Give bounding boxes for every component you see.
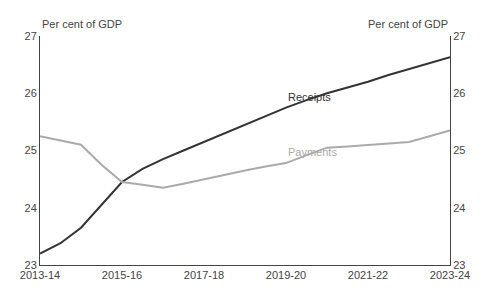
svg-text:2013-14: 2013-14 <box>20 269 60 281</box>
svg-text:23: 23 <box>453 259 465 271</box>
svg-text:24: 24 <box>25 202 37 214</box>
svg-text:2021-22: 2021-22 <box>348 269 388 281</box>
svg-text:2015-16: 2015-16 <box>102 269 142 281</box>
svg-text:25: 25 <box>25 144 37 156</box>
svg-text:25: 25 <box>453 144 465 156</box>
svg-text:27: 27 <box>453 30 465 42</box>
svg-text:Receipts: Receipts <box>288 91 331 103</box>
svg-text:Payments: Payments <box>288 146 337 158</box>
svg-text:26: 26 <box>453 87 465 99</box>
svg-text:2019-20: 2019-20 <box>266 269 306 281</box>
svg-text:24: 24 <box>453 202 465 214</box>
svg-text:26: 26 <box>25 87 37 99</box>
svg-text:Per cent of GDP: Per cent of GDP <box>42 18 122 30</box>
svg-text:2023-24: 2023-24 <box>430 269 470 281</box>
svg-text:2017-18: 2017-18 <box>184 269 224 281</box>
svg-text:23: 23 <box>25 259 37 271</box>
svg-text:Per cent of GDP: Per cent of GDP <box>368 18 448 30</box>
svg-text:27: 27 <box>25 30 37 42</box>
